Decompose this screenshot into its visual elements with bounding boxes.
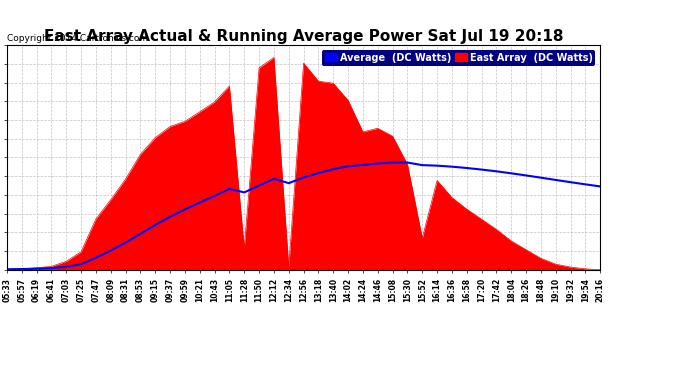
- Title: East Array Actual & Running Average Power Sat Jul 19 20:18: East Array Actual & Running Average Powe…: [44, 29, 563, 44]
- Text: Copyright 2014 Cartronics.com: Copyright 2014 Cartronics.com: [7, 34, 148, 43]
- Legend: Average  (DC Watts), East Array  (DC Watts): Average (DC Watts), East Array (DC Watts…: [322, 50, 595, 66]
